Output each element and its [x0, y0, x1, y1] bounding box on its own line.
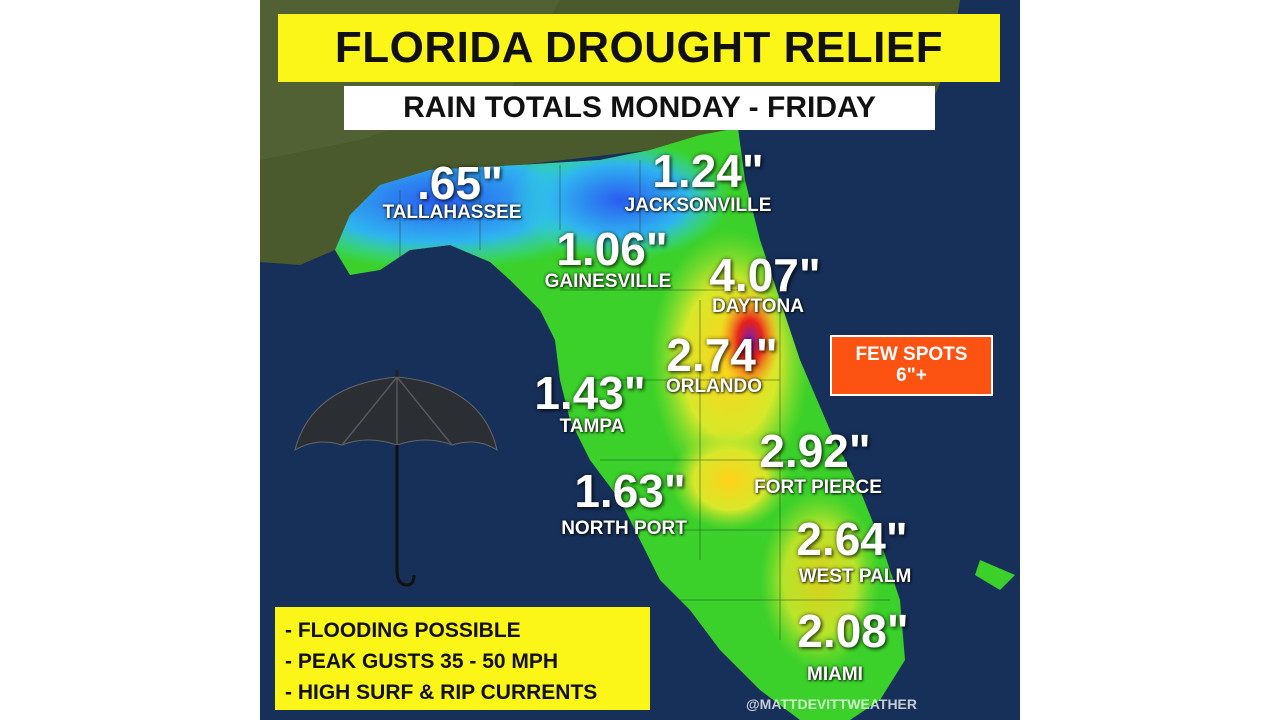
city-label: WEST PALM	[798, 566, 912, 587]
title-banner: FLORIDA DROUGHT RELIEF	[278, 14, 1000, 82]
hazard-item: - HIGH SURF & RIP CURRENTS	[285, 681, 598, 704]
city-label: JACKSONVILLE	[624, 195, 772, 216]
city-label: DAYTONA	[712, 296, 804, 317]
callout-line: 6"+	[896, 364, 927, 386]
rain-total: 2.08"	[797, 605, 909, 657]
city-label: TALLAHASSEE	[382, 202, 522, 223]
rain-total: 1.06"	[556, 223, 668, 275]
city-label: FORT PIERCE	[754, 477, 882, 498]
rain-total: 4.07"	[709, 249, 821, 301]
credit-watermark: @MATTDEVITTWEATHER	[746, 696, 918, 712]
city-label: MIAMI	[807, 664, 863, 685]
hazards-box: - FLOODING POSSIBLE - PEAK GUSTS 35 - 50…	[275, 607, 650, 710]
hazard-item: - FLOODING POSSIBLE	[285, 619, 521, 642]
rain-total: 1.43"	[534, 367, 646, 419]
few-spots-callout: FEW SPOTS 6"+	[830, 335, 993, 396]
rain-total: 1.63"	[574, 465, 686, 517]
umbrella-icon	[294, 370, 498, 587]
callout-line: FEW SPOTS	[855, 343, 968, 365]
rain-total: 2.74"	[666, 329, 778, 381]
rain-totals-map: FLORIDA DROUGHT RELIEF RAIN TOTALS MONDA…	[260, 0, 1020, 720]
city-label: TAMPA	[559, 416, 625, 437]
rain-total: 2.92"	[759, 425, 871, 477]
city-label: NORTH PORT	[561, 518, 687, 539]
rain-total: .65"	[417, 157, 503, 209]
rain-total: 2.64"	[796, 513, 908, 565]
city-label: ORLANDO	[665, 376, 763, 397]
hazard-item: - PEAK GUSTS 35 - 50 MPH	[285, 650, 559, 673]
rain-total: 1.24"	[652, 145, 764, 197]
subtitle-banner: RAIN TOTALS MONDAY - FRIDAY	[344, 86, 935, 130]
city-label: GAINESVILLE	[544, 271, 672, 292]
